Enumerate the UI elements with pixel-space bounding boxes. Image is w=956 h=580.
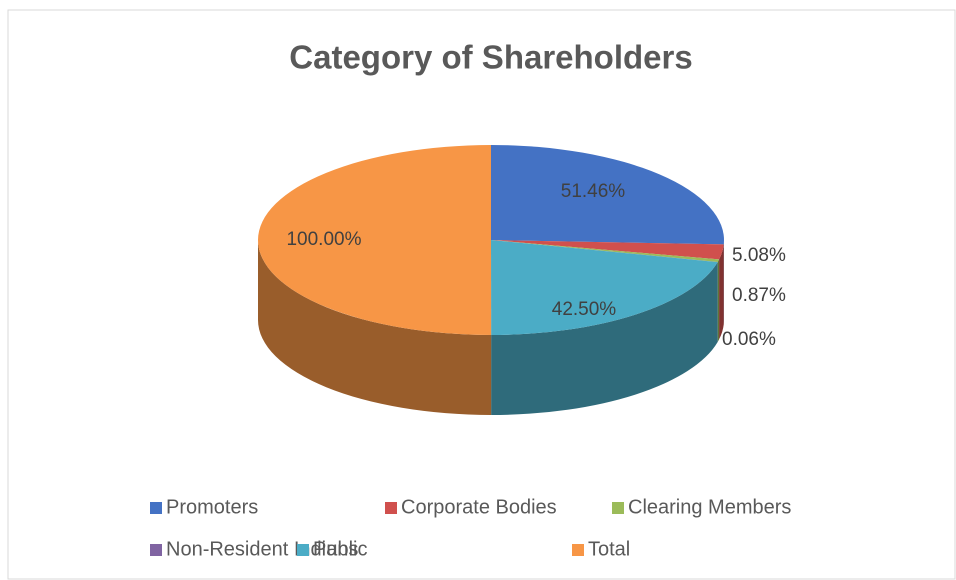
slice bbox=[491, 240, 718, 335]
legend-swatch bbox=[150, 502, 162, 514]
data-label: 0.87% bbox=[732, 285, 786, 306]
slice-side bbox=[258, 240, 492, 416]
legend-swatch bbox=[150, 544, 162, 556]
data-label: 42.50% bbox=[552, 299, 617, 320]
slice bbox=[491, 240, 718, 263]
chart-title: Category of Shareholders bbox=[289, 39, 692, 76]
data-label: 5.08% bbox=[732, 245, 786, 266]
slice bbox=[491, 240, 724, 260]
legend-label: Corporate Bodies bbox=[401, 496, 557, 518]
legend-label: Non-Resident Indians bbox=[166, 538, 358, 560]
legend-label: Clearing Members bbox=[628, 496, 791, 518]
legend-label: Public bbox=[313, 538, 367, 560]
slice bbox=[491, 240, 720, 262]
legend-swatch bbox=[612, 502, 624, 514]
legend-swatch bbox=[297, 544, 309, 556]
data-label: 0.06% bbox=[722, 329, 776, 350]
data-label: 51.46% bbox=[561, 181, 626, 202]
legend-label: Promoters bbox=[166, 496, 258, 518]
data-label: 100.00% bbox=[286, 229, 361, 250]
slice-side bbox=[719, 244, 724, 340]
slice bbox=[258, 145, 492, 335]
legend-label: Total bbox=[588, 538, 630, 560]
legend-swatch bbox=[385, 502, 397, 514]
slice-side bbox=[717, 259, 720, 342]
legend-swatch bbox=[572, 544, 584, 556]
slice-side bbox=[491, 262, 718, 415]
slice bbox=[491, 145, 725, 245]
